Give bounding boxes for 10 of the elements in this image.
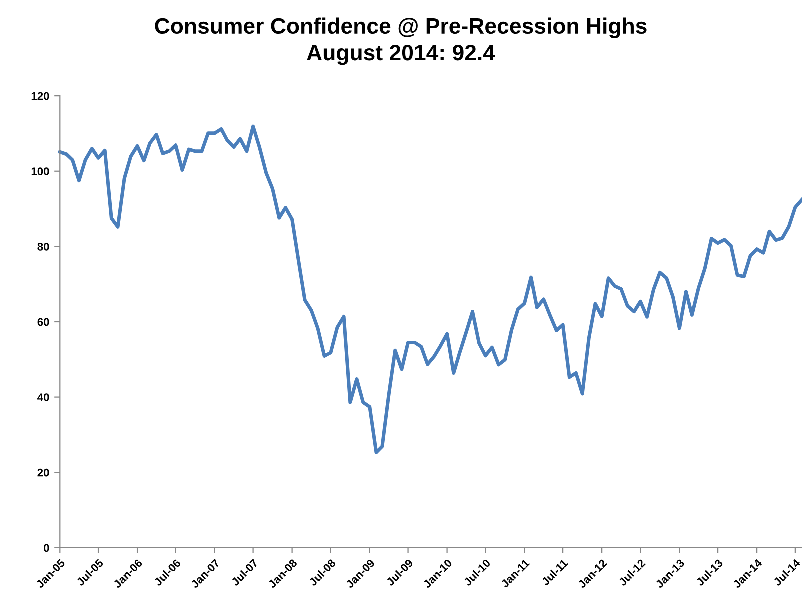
y-tick-label: 0 [44,544,50,552]
y-tick-label: 100 [32,168,50,176]
chart-title: Consumer Confidence @ Pre-Recession Highs [155,18,647,39]
y-tick-label: 20 [38,468,50,477]
chart-subtitle: August 2014: 92.4 [307,44,496,66]
y-tick-label: 40 [38,394,50,402]
y-tick-label: 120 [32,92,50,100]
y-tick-label: 60 [38,318,50,326]
y-tick-label: 80 [38,242,50,251]
line-series [58,124,802,454]
